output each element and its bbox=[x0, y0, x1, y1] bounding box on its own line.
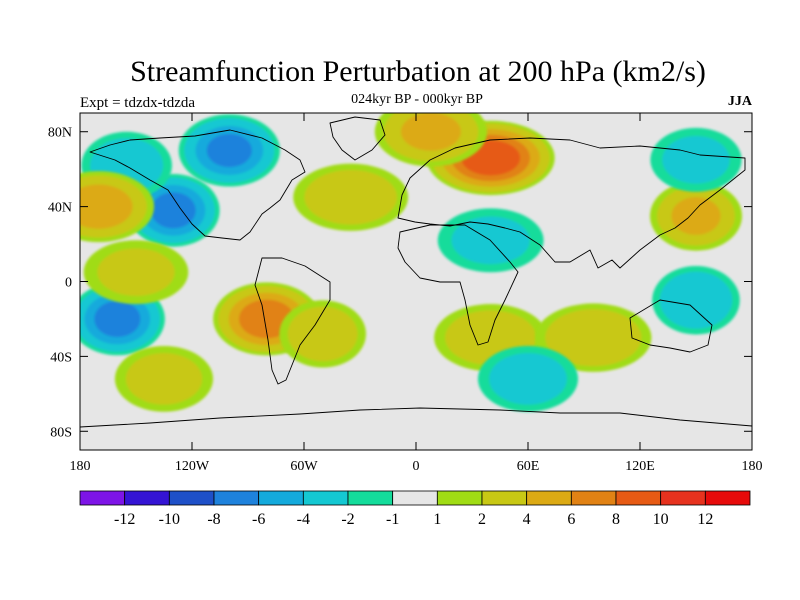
y-tick-label: 40N bbox=[48, 201, 72, 216]
anomaly-contour bbox=[80, 184, 133, 229]
colorbar-label: 1 bbox=[433, 511, 441, 528]
colorbar-label: 12 bbox=[697, 511, 713, 528]
antarctica-outline bbox=[80, 407, 752, 428]
colorbar-swatch bbox=[168, 490, 215, 506]
anomaly-center bbox=[374, 113, 488, 167]
colorbar-label: -10 bbox=[159, 511, 180, 528]
x-tick-label: 120E bbox=[625, 459, 655, 474]
colorbar-label: -6 bbox=[252, 511, 265, 528]
colorbar-label: 2 bbox=[478, 511, 486, 528]
anomaly-contour bbox=[489, 353, 567, 405]
anomaly-contour bbox=[659, 271, 733, 329]
anomaly-contour bbox=[150, 192, 196, 229]
colorbar-swatch bbox=[302, 490, 349, 506]
plot-area bbox=[80, 113, 752, 450]
south-america-outline bbox=[254, 257, 331, 385]
colorbar-swatch bbox=[213, 490, 260, 506]
colorbar-label: -8 bbox=[207, 511, 220, 528]
anomaly-center bbox=[535, 303, 652, 372]
colorbar-swatch bbox=[481, 490, 528, 506]
anomaly-center bbox=[83, 240, 189, 305]
anomaly-contour bbox=[287, 306, 358, 362]
anomaly-center bbox=[477, 345, 579, 412]
anomaly-center bbox=[652, 265, 740, 335]
coastlines bbox=[80, 116, 752, 428]
anomaly-center bbox=[279, 300, 367, 368]
colorbar-swatch bbox=[392, 490, 438, 506]
colorbar-swatch bbox=[258, 490, 304, 506]
anomaly-contour bbox=[94, 300, 141, 337]
colorbar-swatch bbox=[79, 490, 126, 506]
colorbar-label: 8 bbox=[612, 511, 620, 528]
y-tick-label: 80N bbox=[48, 126, 72, 141]
colorbar-swatch bbox=[347, 490, 394, 506]
anomaly-contour bbox=[662, 136, 730, 184]
anomaly-center bbox=[80, 171, 155, 243]
eurasia-outline bbox=[397, 137, 746, 269]
anomaly-center bbox=[293, 163, 409, 231]
colorbar-swatch bbox=[570, 490, 617, 506]
colorbar-label: -12 bbox=[114, 511, 135, 528]
anomaly-center bbox=[650, 127, 742, 192]
north-america-outline bbox=[89, 129, 306, 241]
y-tick-label: 40S bbox=[50, 350, 72, 365]
colorbar-label: -2 bbox=[341, 511, 354, 528]
colorbar-swatch bbox=[615, 490, 662, 506]
anomaly-contour bbox=[97, 248, 175, 296]
colorbar-label: -1 bbox=[386, 511, 399, 528]
x-tick-label: 120W bbox=[175, 459, 210, 474]
colorbar-swatch bbox=[704, 490, 751, 506]
anomaly-center bbox=[114, 345, 214, 412]
x-tick-label: 180 bbox=[70, 459, 91, 474]
anomaly-center bbox=[649, 181, 743, 251]
experiment-label: Expt = tdzdx-tdzda bbox=[80, 95, 195, 111]
anomaly-contour bbox=[206, 133, 252, 168]
y-axis: 80N 40N 0 40S 80S bbox=[48, 126, 752, 440]
x-tick-label: 180 bbox=[742, 459, 763, 474]
colorbar-swatch bbox=[124, 490, 170, 506]
colorbar-label: 6 bbox=[567, 511, 575, 528]
colorbar-swatch bbox=[526, 490, 572, 506]
colorbar-label: -4 bbox=[297, 511, 310, 528]
x-axis: 180 120W 60W 0 60E 120E 180 bbox=[70, 113, 763, 474]
colorbar-label: 10 bbox=[653, 511, 669, 528]
colorbar-swatch bbox=[660, 490, 706, 506]
x-tick-label: 60W bbox=[290, 459, 318, 474]
x-tick-label: 0 bbox=[413, 459, 420, 474]
anomaly-contour bbox=[671, 197, 721, 235]
colorbar-swatch bbox=[436, 490, 483, 506]
anomaly-contour bbox=[125, 353, 203, 405]
greenland-outline bbox=[329, 116, 386, 161]
chart-subtitle: 024kyr BP - 000kyr BP bbox=[351, 92, 483, 107]
x-tick-label: 60E bbox=[517, 459, 540, 474]
colorbar-label: 4 bbox=[523, 511, 531, 528]
anomaly-center bbox=[178, 114, 280, 187]
y-tick-label: 0 bbox=[65, 276, 72, 291]
africa-outline bbox=[397, 224, 519, 346]
anomaly-contour bbox=[304, 170, 397, 225]
y-tick-label: 80S bbox=[50, 425, 72, 440]
anomaly-contour bbox=[545, 309, 642, 367]
australia-outline bbox=[629, 299, 713, 353]
anomaly-contour bbox=[400, 113, 461, 151]
chart-title: Streamfunction Perturbation at 200 hPa (… bbox=[130, 55, 706, 88]
season-label: JJA bbox=[728, 94, 753, 109]
colorbar: -12 -10 -8 -6 -4 -2 -1 1 2 4 6 8 10 12 bbox=[79, 490, 751, 528]
